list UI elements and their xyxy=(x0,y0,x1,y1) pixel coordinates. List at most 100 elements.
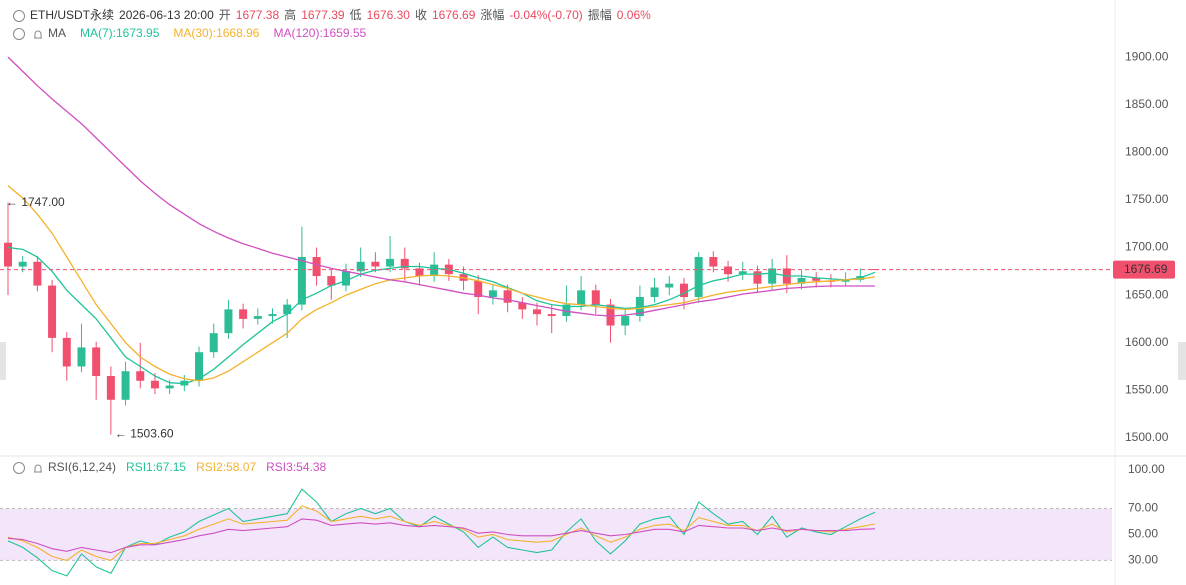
candle-body xyxy=(18,261,27,267)
max-annotation: ← 1747.00 xyxy=(6,195,65,209)
header-item: 1676.69 xyxy=(432,8,476,22)
header-item: 低 xyxy=(350,8,362,22)
candle-body xyxy=(195,352,204,381)
y-tick-label: 1850.00 xyxy=(1125,97,1169,111)
y-tick-label: 1900.00 xyxy=(1125,49,1169,63)
candle-body xyxy=(488,290,497,297)
ma-label: MA xyxy=(48,26,66,40)
candle-body xyxy=(415,268,424,277)
candle-body xyxy=(812,277,821,281)
candle-body xyxy=(371,261,380,267)
y-tick-label: 1500.00 xyxy=(1125,430,1169,444)
legend-item: RSI3:54.38 xyxy=(266,460,326,474)
scroll-left[interactable] xyxy=(0,342,6,380)
ma-legend: MA MA(7):1673.95 MA(30):1668.96 MA(120):165… xyxy=(48,26,367,40)
y-tick-label: 1750.00 xyxy=(1125,192,1169,206)
ma-line xyxy=(7,185,876,382)
rsi-legend: RSI(6,12,24) RSI1:67.15 RSI2:58.07 RSI3:54.… xyxy=(48,460,327,474)
legend-item: MA(30):1668.96 xyxy=(173,26,259,40)
candle-body xyxy=(533,309,542,315)
min-annotation: ← 1503.60 xyxy=(115,427,174,441)
last-price-tag xyxy=(1113,260,1175,279)
header-item: ETH/USDT永续 xyxy=(30,8,114,22)
candle-body xyxy=(386,258,395,267)
legend-item: RSI2:58.07 xyxy=(196,460,256,474)
candle-body xyxy=(92,347,101,376)
header-item: 振幅 xyxy=(588,7,612,22)
candle-body xyxy=(239,309,248,319)
y-tick-label: 1800.00 xyxy=(1125,144,1169,158)
candle-body xyxy=(48,285,57,338)
candle-body xyxy=(77,347,86,367)
candle-body xyxy=(694,257,703,297)
candle-body xyxy=(312,257,321,277)
scroll-right[interactable] xyxy=(1178,342,1186,380)
candle-body xyxy=(606,304,615,326)
candle-body xyxy=(106,375,115,400)
header-item: 开 xyxy=(219,8,231,22)
bell-icon xyxy=(34,30,42,39)
candle-body xyxy=(430,264,439,277)
ma-line xyxy=(7,246,876,385)
plot: ETH/USDT永续 2026-06-13 20:00 开 1677.38 高 1677.… xyxy=(0,7,1175,577)
candle-body xyxy=(562,304,571,317)
rsi-line xyxy=(7,518,876,554)
candle-body xyxy=(797,277,806,284)
rsi-line xyxy=(7,505,876,562)
candle-body xyxy=(400,258,409,269)
candle-body xyxy=(768,268,777,284)
bell-icon xyxy=(34,464,42,473)
candle-body xyxy=(297,257,306,305)
candle-body xyxy=(268,314,277,317)
candle-body xyxy=(621,316,630,326)
header-item: 1677.38 xyxy=(236,8,280,22)
legend-item: MA(120):1659.55 xyxy=(273,26,366,40)
rsi-tick-label: 70.00 xyxy=(1128,501,1158,515)
y-tick-label: 1550.00 xyxy=(1125,382,1169,396)
candle-body xyxy=(327,276,336,286)
candle-body xyxy=(665,283,674,288)
collapse-icon[interactable] xyxy=(13,462,25,474)
candle-body xyxy=(283,304,292,315)
candle-body xyxy=(841,279,850,282)
collapse-icon[interactable] xyxy=(13,28,25,40)
candle-body xyxy=(577,290,586,305)
header-item: 1677.39 xyxy=(301,8,345,22)
candle-body xyxy=(753,271,762,284)
header-item: -0.04%(-0.70) xyxy=(509,8,582,22)
candle-body xyxy=(224,309,233,334)
header-item: 1676.30 xyxy=(367,8,411,22)
candle-body xyxy=(4,242,12,267)
candle-body xyxy=(724,266,733,275)
candle-body xyxy=(253,316,262,319)
candle-body xyxy=(150,380,159,389)
header-item: 高 xyxy=(284,7,296,22)
rsi-band xyxy=(0,508,1112,561)
candle-body xyxy=(679,283,688,297)
y-tick-label: 1700.00 xyxy=(1125,240,1169,254)
candle-body xyxy=(341,271,350,286)
candle-body xyxy=(635,296,644,317)
legend-item: RSI1:67.15 xyxy=(126,460,186,474)
header-item: 涨幅 xyxy=(480,7,504,22)
rsi-tick-label: 30.00 xyxy=(1128,553,1158,567)
y-tick-label: 1650.00 xyxy=(1125,287,1169,301)
candle-body xyxy=(474,280,483,297)
y-tick-label: 1600.00 xyxy=(1125,335,1169,349)
candle-body xyxy=(136,371,145,381)
candle-body xyxy=(591,290,600,305)
rsi-label: RSI(6,12,24) xyxy=(48,460,116,474)
candle-body xyxy=(650,287,659,297)
ma-line xyxy=(7,56,875,317)
header-item: 2026-06-13 20:00 xyxy=(119,8,214,22)
candle-body xyxy=(62,337,71,367)
candle-body xyxy=(165,385,174,389)
candle-body xyxy=(209,333,218,353)
candle-body xyxy=(33,261,42,286)
collapse-icon[interactable] xyxy=(13,10,25,22)
legend-item: MA(7):1673.95 xyxy=(80,26,160,40)
header: ETH/USDT永续 2026-06-13 20:00 开 1677.38 高 1677.… xyxy=(30,7,651,22)
candle-body xyxy=(738,271,747,275)
